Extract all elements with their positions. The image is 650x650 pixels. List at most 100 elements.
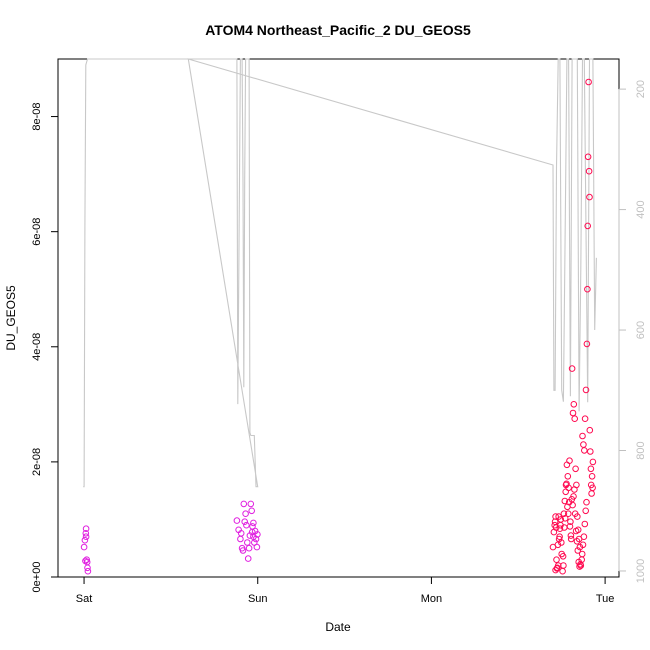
data-point <box>563 480 570 488</box>
data-point <box>555 513 563 520</box>
data-point <box>579 432 586 440</box>
data-point <box>244 539 251 546</box>
x-axis-label: Date <box>325 620 351 634</box>
data-point <box>566 523 574 530</box>
chart-title: ATOM4 Northeast_Pacific_2 DU_GEOS5 <box>205 22 471 38</box>
data-point <box>567 535 575 543</box>
points-layer <box>80 78 597 575</box>
data-point <box>567 532 575 539</box>
data-point <box>80 543 88 551</box>
data-point <box>237 530 245 537</box>
data-point <box>564 473 572 480</box>
data-point <box>569 409 577 417</box>
data-point <box>584 153 592 161</box>
data-point <box>588 490 595 497</box>
data-point <box>248 528 256 536</box>
data-point <box>553 556 560 564</box>
data-point <box>565 510 572 518</box>
data-point <box>250 519 257 527</box>
data-point <box>571 415 579 423</box>
data-point <box>560 510 568 518</box>
data-point <box>82 525 90 533</box>
right-tick-label: 200 <box>635 80 647 98</box>
data-point <box>587 465 595 473</box>
data-point <box>237 535 244 543</box>
data-point <box>84 564 91 572</box>
data-point <box>81 536 89 544</box>
data-point <box>581 520 589 528</box>
data-point <box>589 458 597 466</box>
data-point <box>559 553 567 560</box>
data-point <box>254 531 261 538</box>
pressure-line <box>83 58 597 488</box>
data-point <box>240 500 248 508</box>
y-tick-label: 4e-08 <box>31 333 43 361</box>
y-axis: 0e+00 2e-08 4e-08 6e-08 8e-08 <box>31 102 59 593</box>
data-point <box>578 550 586 558</box>
x-axis: Sat Sun Mon Tue <box>76 576 614 605</box>
data-point <box>243 521 250 529</box>
data-point <box>567 518 574 526</box>
data-point <box>585 78 592 86</box>
data-point <box>252 535 260 543</box>
x-tick-label: Mon <box>421 593 442 605</box>
right-tick-label: 800 <box>635 441 647 459</box>
data-point <box>239 547 247 554</box>
data-point <box>82 557 89 565</box>
data-point <box>586 193 593 201</box>
data-point <box>552 566 559 574</box>
data-point <box>577 561 584 568</box>
data-point <box>245 544 253 552</box>
data-point <box>581 447 588 454</box>
data-point <box>248 507 255 515</box>
data-point <box>84 567 92 575</box>
data-point <box>586 426 594 434</box>
data-point <box>566 457 573 465</box>
data-point <box>588 473 596 480</box>
data-point <box>571 510 579 518</box>
data-point <box>563 461 571 469</box>
y-tick-label: 6e-08 <box>31 218 43 246</box>
data-point <box>580 533 588 541</box>
data-point <box>589 484 596 492</box>
data-point <box>570 401 578 408</box>
right-tick-label: 1000 <box>635 559 647 583</box>
x-tick-label: Sun <box>248 593 268 605</box>
data-point <box>242 510 249 518</box>
data-point <box>570 493 577 500</box>
data-point <box>553 565 561 572</box>
data-point <box>579 541 587 549</box>
data-point <box>569 501 576 509</box>
data-point <box>558 539 565 546</box>
data-point <box>568 365 576 372</box>
data-point <box>556 533 563 541</box>
right-tick-label: 600 <box>635 321 647 339</box>
right-axis: 200 400 600 800 1000 <box>618 80 647 583</box>
y-tick-label: 8e-08 <box>31 102 43 130</box>
data-point <box>572 465 579 473</box>
data-point <box>573 538 581 545</box>
data-point <box>559 567 566 575</box>
data-point <box>583 340 591 348</box>
x-tick-label: Sat <box>76 593 93 605</box>
y-tick-label: 0e+00 <box>31 562 43 593</box>
data-point <box>560 562 567 569</box>
data-point <box>572 527 580 535</box>
data-point <box>571 486 578 493</box>
data-point <box>82 530 90 537</box>
data-point <box>253 543 261 551</box>
data-point <box>561 497 569 505</box>
data-point <box>582 507 590 515</box>
data-point <box>574 547 582 554</box>
data-point <box>581 415 589 423</box>
data-point <box>582 386 590 394</box>
pressure-line-layer <box>83 58 597 488</box>
data-point <box>233 517 241 524</box>
data-point <box>82 533 90 541</box>
y-axis-label: DU_GEOS5 <box>4 285 18 351</box>
data-point <box>561 515 569 522</box>
data-point <box>556 525 564 533</box>
right-tick-label: 400 <box>635 200 647 218</box>
data-point <box>583 498 590 506</box>
